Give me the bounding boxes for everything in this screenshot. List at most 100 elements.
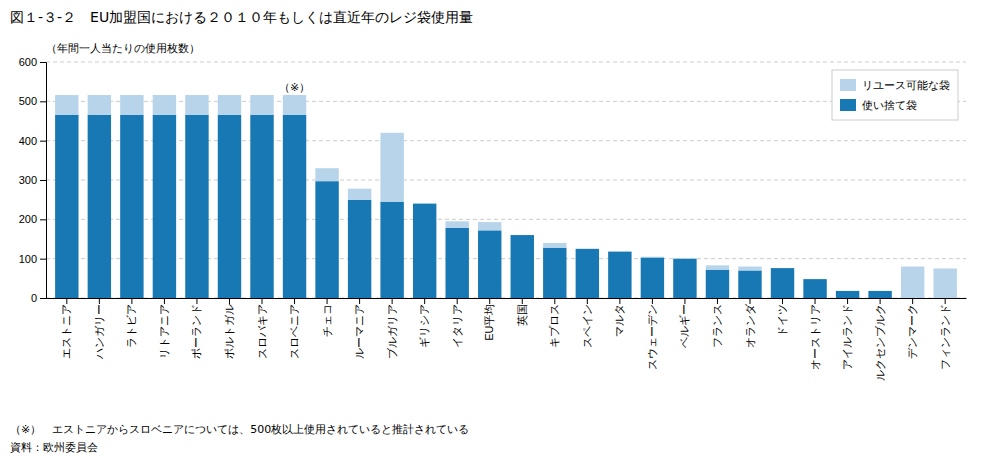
x-tick-label: デンマーク bbox=[906, 304, 918, 359]
y-tick-mark bbox=[40, 141, 46, 142]
x-tick-mark bbox=[262, 298, 263, 304]
y-tick: 0 bbox=[31, 292, 46, 304]
y-tick-mark bbox=[40, 219, 46, 220]
bars bbox=[55, 95, 957, 298]
y-axis-title: （年間一人当たりの使用枚数） bbox=[46, 42, 200, 55]
y-axis-line bbox=[40, 63, 47, 299]
bar bbox=[478, 222, 501, 230]
x-tick: スペイン bbox=[581, 298, 593, 348]
y-tick-mark bbox=[40, 298, 46, 299]
bar bbox=[608, 251, 631, 252]
y-tick: 300 bbox=[19, 174, 46, 186]
bar bbox=[706, 270, 729, 298]
bar bbox=[88, 115, 111, 298]
x-tick-mark bbox=[359, 298, 360, 304]
y-tick-mark bbox=[40, 180, 46, 181]
x-tick-label: ブルガリア bbox=[386, 304, 398, 359]
x-tick: EU平均 bbox=[483, 298, 495, 341]
x-tick: フランス bbox=[711, 298, 723, 348]
y-tick: 200 bbox=[19, 213, 46, 225]
grid-line bbox=[46, 140, 966, 141]
x-tick: デンマーク bbox=[906, 298, 918, 359]
bar bbox=[348, 200, 371, 298]
bar bbox=[120, 115, 143, 298]
bar bbox=[315, 181, 338, 298]
x-tick: イタリア bbox=[451, 298, 463, 348]
x-tick: チェコ bbox=[321, 298, 333, 337]
x-tick-mark bbox=[392, 298, 393, 304]
x-tick-label: キプロス bbox=[548, 304, 560, 348]
x-tick-mark bbox=[912, 298, 913, 304]
bar bbox=[218, 115, 241, 298]
x-tick: オランダ bbox=[744, 298, 756, 348]
bar bbox=[55, 95, 78, 115]
grid-line bbox=[46, 258, 966, 259]
bar bbox=[576, 248, 599, 249]
bar bbox=[803, 279, 826, 280]
footnote: 資料：欧州委員会 bbox=[10, 441, 98, 454]
bar bbox=[738, 267, 761, 271]
y-tick-label: 400 bbox=[19, 135, 37, 147]
legend-label: 使い捨て袋 bbox=[862, 99, 917, 112]
bar bbox=[641, 257, 664, 298]
y-tick-label: 600 bbox=[19, 56, 37, 68]
x-tick: スロベニア bbox=[288, 298, 300, 359]
y-tick-mark bbox=[40, 62, 46, 63]
bar bbox=[55, 115, 78, 298]
x-tick: ギリシア bbox=[418, 298, 430, 348]
bar bbox=[120, 95, 143, 115]
footnote: （※） エストニアからスロベニアについては、500枚以上使用されていると推計され… bbox=[10, 423, 469, 436]
bar bbox=[153, 115, 176, 298]
x-tick-mark bbox=[684, 298, 685, 304]
x-tick-mark bbox=[294, 298, 295, 304]
x-axis-line bbox=[47, 298, 967, 299]
x-tick-mark bbox=[847, 298, 848, 304]
x-tick: ルクセンブルク bbox=[874, 298, 886, 381]
grid-line bbox=[46, 219, 966, 220]
grid bbox=[46, 62, 966, 298]
bar bbox=[185, 95, 208, 115]
x-tick-mark bbox=[164, 298, 165, 304]
x-tick-mark bbox=[619, 298, 620, 304]
bar bbox=[576, 249, 599, 298]
x-tick: スウェーデン bbox=[646, 298, 658, 370]
bar bbox=[88, 95, 111, 115]
bar bbox=[348, 189, 371, 200]
bar bbox=[185, 115, 208, 298]
y-tick: 600 bbox=[19, 56, 46, 68]
legend-frame bbox=[832, 70, 958, 120]
x-tick: ラトビア bbox=[125, 298, 137, 348]
x-tick-label: フランス bbox=[711, 304, 723, 348]
legend-item: 使い捨て袋 bbox=[840, 99, 917, 112]
x-tick-mark bbox=[749, 298, 750, 304]
x-tick-label: リトアニア bbox=[158, 304, 170, 359]
title: 図１-３-２ EU加盟国における２０１０年もしくは直近年のレジ袋使用量 bbox=[10, 9, 473, 25]
x-tick-label: スロベニア bbox=[288, 304, 300, 359]
bar bbox=[445, 228, 468, 298]
x-tick-label: アイルランド bbox=[841, 304, 853, 370]
bar bbox=[641, 256, 664, 258]
x-tick: ブルガリア bbox=[386, 298, 398, 359]
bar bbox=[738, 270, 761, 298]
x-tick-mark bbox=[229, 298, 230, 304]
x-tick-label: EU平均 bbox=[483, 304, 495, 341]
bar bbox=[283, 95, 306, 115]
x-tick-label: ポーランド bbox=[190, 304, 202, 359]
bar bbox=[608, 252, 631, 298]
grid-line bbox=[46, 62, 966, 63]
x-tick-mark bbox=[782, 298, 783, 304]
bar bbox=[673, 257, 696, 259]
y-tick-label: 100 bbox=[19, 253, 37, 265]
x-tick-mark bbox=[327, 298, 328, 304]
series bbox=[55, 115, 892, 298]
bar bbox=[218, 95, 241, 115]
x-tick: ハンガリー bbox=[93, 298, 105, 360]
x-tick: ドイツ bbox=[776, 298, 788, 337]
bar bbox=[250, 115, 273, 298]
x-tick-mark bbox=[554, 298, 555, 304]
chart: 図１-３-２ EU加盟国における２０１０年もしくは直近年のレジ袋使用量 0 100 2… bbox=[0, 0, 986, 463]
x-tick-label: イタリア bbox=[451, 304, 463, 348]
grid-line bbox=[46, 101, 966, 102]
x-tick: ルーマニア bbox=[353, 298, 365, 359]
x-tick-label: ルーマニア bbox=[353, 304, 365, 359]
